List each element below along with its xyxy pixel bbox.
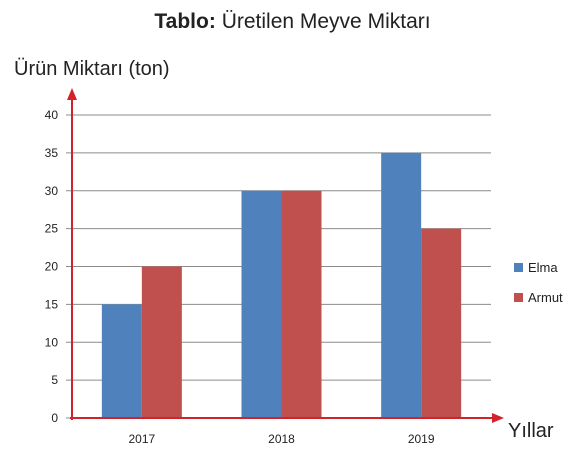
bar-elma-2019 — [381, 152, 422, 418]
bar-armut-2018 — [281, 190, 322, 418]
legend: Elma Armut — [514, 256, 563, 316]
y-tick-label: 25 — [45, 222, 59, 236]
chart-title: Tablo: Üretilen Meyve Miktarı — [0, 10, 585, 34]
legend-label: Armut — [528, 289, 563, 305]
bar-armut-2017 — [141, 266, 182, 418]
x-tick-label: 2017 — [128, 432, 155, 446]
y-axis-arrow — [67, 88, 77, 100]
x-axis-arrow — [492, 413, 504, 423]
y-tick-label: 10 — [45, 335, 59, 349]
bar-elma-2017 — [101, 304, 142, 418]
chart-title-bold: Tablo: — [154, 10, 216, 33]
y-axis-label: Ürün Miktarı (ton) — [14, 58, 170, 80]
y-tick-label: 35 — [45, 146, 59, 160]
legend-item-armut: Armut — [514, 286, 563, 308]
legend-swatch — [514, 292, 523, 302]
y-tick-label: 30 — [45, 184, 59, 198]
legend-item-elma: Elma — [514, 256, 563, 278]
legend-label: Elma — [528, 259, 558, 275]
y-tick-label: 40 — [45, 108, 59, 122]
chart-title-text: Üretilen Meyve Miktarı — [221, 10, 431, 33]
bar-armut-2019 — [421, 228, 462, 418]
x-tick-label: 2018 — [268, 432, 295, 446]
x-tick-label: 2019 — [408, 432, 435, 446]
y-tick-label: 0 — [51, 411, 58, 425]
x-axis-label: Yıllar — [508, 420, 554, 442]
y-tick-label: 20 — [45, 260, 59, 274]
y-tick-label: 15 — [45, 297, 59, 311]
y-tick-label: 5 — [51, 373, 58, 387]
bar-elma-2018 — [241, 190, 282, 418]
legend-swatch — [514, 262, 523, 272]
